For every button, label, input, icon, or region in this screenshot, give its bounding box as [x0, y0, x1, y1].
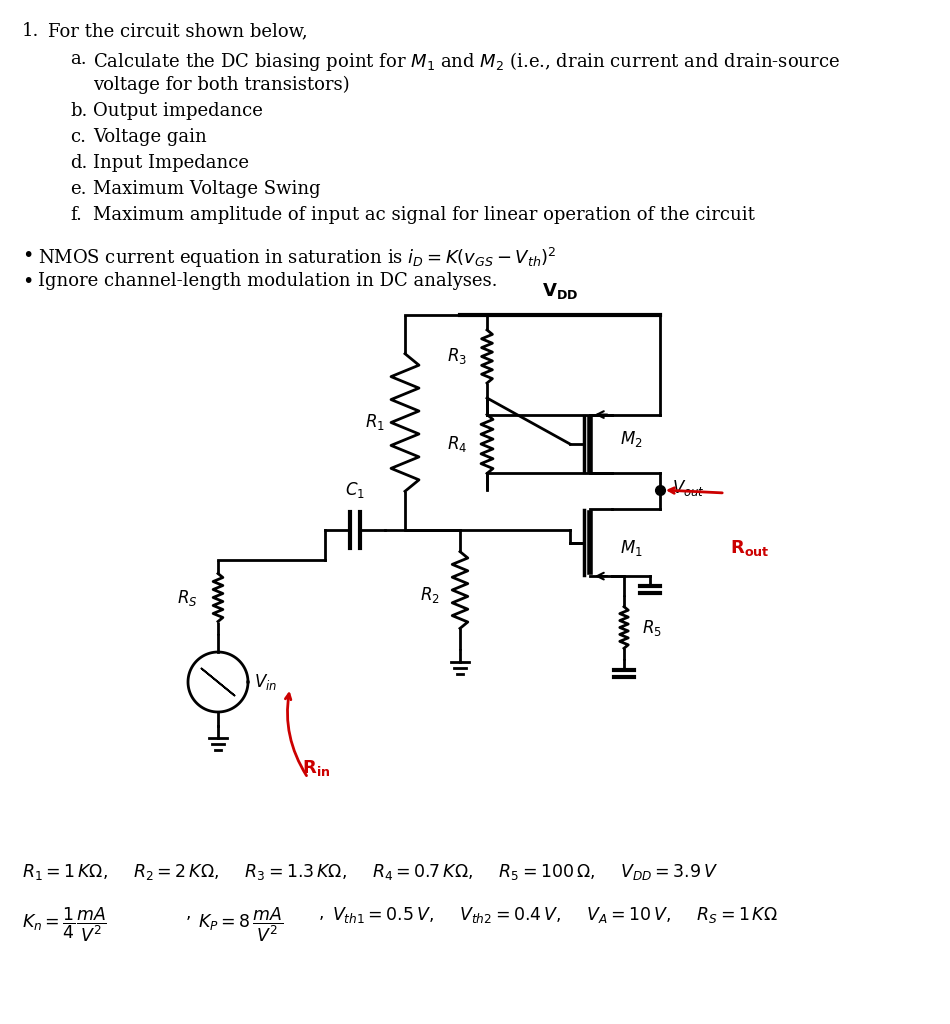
- Text: $K_P = 8\,\dfrac{mA}{V^2}$: $K_P = 8\,\dfrac{mA}{V^2}$: [198, 905, 283, 943]
- Text: $M_1$: $M_1$: [620, 538, 643, 557]
- Text: Voltage gain: Voltage gain: [93, 128, 207, 146]
- Text: $R_1$: $R_1$: [365, 413, 385, 432]
- Text: $M_2$: $M_2$: [620, 429, 642, 449]
- Text: $V_{in}$: $V_{in}$: [254, 672, 277, 692]
- Text: c.: c.: [70, 128, 86, 146]
- Text: voltage for both transistors): voltage for both transistors): [93, 76, 350, 94]
- Text: Calculate the DC biasing point for $M_1$ and $M_2$ (i.e., drain current and drai: Calculate the DC biasing point for $M_1$…: [93, 50, 840, 73]
- Text: $,$: $,$: [318, 905, 324, 922]
- Text: $\mathbf{V_{DD}}$: $\mathbf{V_{DD}}$: [542, 281, 579, 301]
- Text: $C_1$: $C_1$: [345, 480, 365, 500]
- Text: $R_4$: $R_4$: [446, 434, 467, 454]
- Text: $V_{th1} = 0.5\,V,$    $V_{th2} = 0.4\,V,$    $V_A = 10\,V,$    $R_S = 1\,K\Omeg: $V_{th1} = 0.5\,V,$ $V_{th2} = 0.4\,V,$ …: [332, 905, 778, 925]
- Text: •: •: [22, 272, 33, 291]
- Text: Input Impedance: Input Impedance: [93, 154, 249, 172]
- Text: •: •: [22, 246, 33, 265]
- Text: $V_{out}$: $V_{out}$: [672, 478, 705, 498]
- Text: $R_S$: $R_S$: [178, 588, 198, 607]
- Text: $\mathbf{R_{out}}$: $\mathbf{R_{out}}$: [730, 538, 770, 558]
- Text: $R_1 = 1\,K\Omega,$    $R_2 = 2\,K\Omega,$    $R_3 = 1.3\,K\Omega,$    $R_4 = 0.: $R_1 = 1\,K\Omega,$ $R_2 = 2\,K\Omega,$ …: [22, 862, 718, 882]
- Text: Ignore channel-length modulation in DC analyses.: Ignore channel-length modulation in DC a…: [38, 272, 498, 290]
- Text: Maximum Voltage Swing: Maximum Voltage Swing: [93, 180, 320, 198]
- Text: d.: d.: [70, 154, 87, 172]
- Text: a.: a.: [70, 50, 86, 68]
- Text: $R_2$: $R_2$: [420, 585, 440, 605]
- Text: e.: e.: [70, 180, 86, 198]
- Text: $K_n = \dfrac{1}{4}\dfrac{mA}{V^2}$: $K_n = \dfrac{1}{4}\dfrac{mA}{V^2}$: [22, 905, 107, 943]
- Text: $R_3$: $R_3$: [446, 346, 467, 367]
- Text: b.: b.: [70, 102, 87, 120]
- Text: $R_5$: $R_5$: [642, 617, 662, 638]
- Text: Output impedance: Output impedance: [93, 102, 263, 120]
- Text: f.: f.: [70, 206, 82, 224]
- Text: Maximum amplitude of input ac signal for linear operation of the circuit: Maximum amplitude of input ac signal for…: [93, 206, 755, 224]
- Text: $,$: $,$: [185, 905, 191, 922]
- Text: $\mathbf{R_{in}}$: $\mathbf{R_{in}}$: [302, 758, 331, 778]
- Text: 1.: 1.: [22, 22, 39, 40]
- Text: NMOS current equation in saturation is $i_D = K(v_{GS} - V_{th})^2$: NMOS current equation in saturation is $…: [38, 246, 557, 270]
- Text: For the circuit shown below,: For the circuit shown below,: [48, 22, 308, 40]
